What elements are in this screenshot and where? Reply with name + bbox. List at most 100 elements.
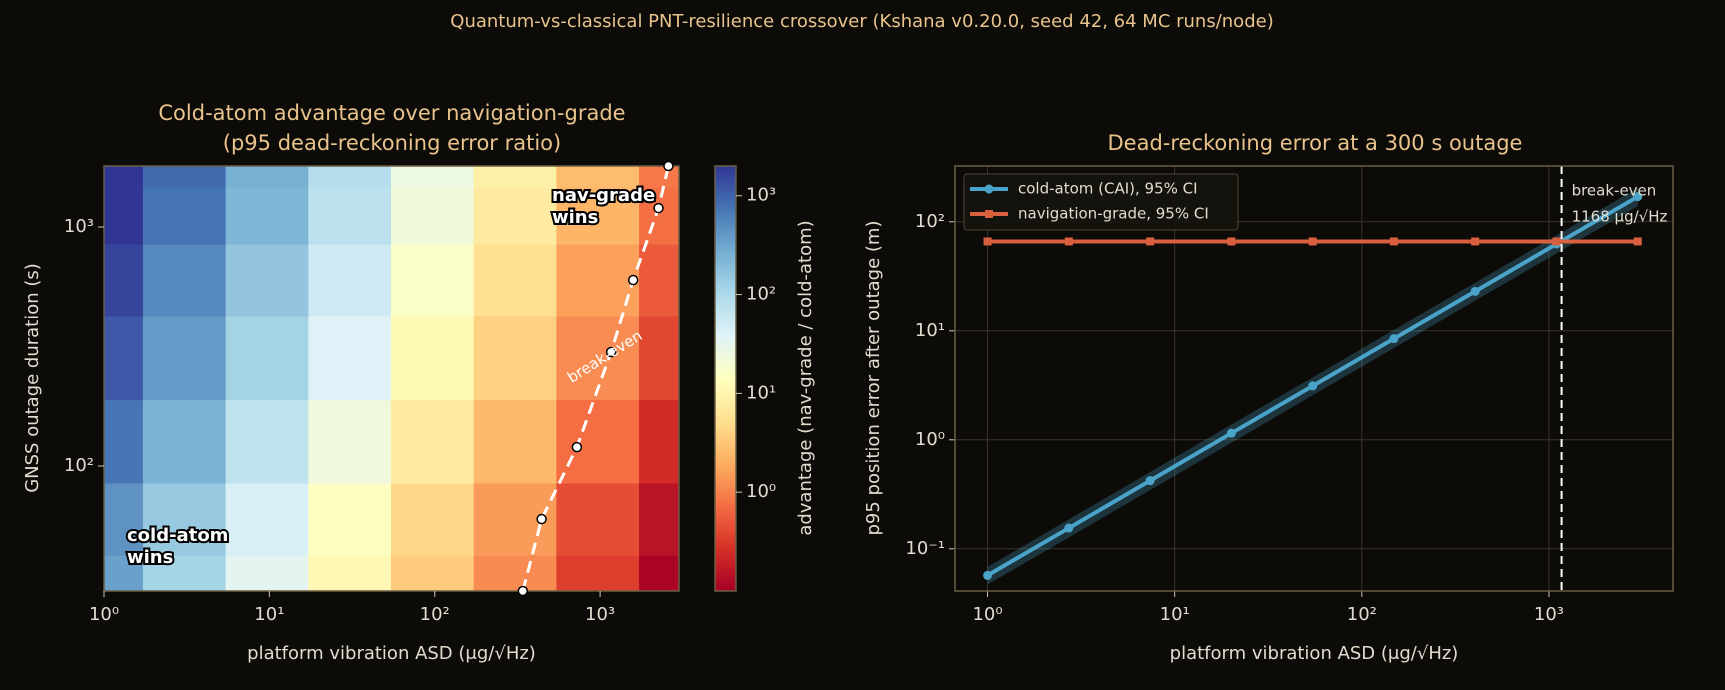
heatmap-cell [639, 186, 680, 245]
heatmap-cell [225, 482, 310, 556]
heatmap-cell [391, 399, 475, 484]
series-marker [1552, 237, 1561, 246]
region-annotation: nav-grade [552, 185, 655, 206]
x-tick-label: 10² [420, 604, 450, 625]
region-annotation: cold-atom [127, 525, 228, 546]
heatmap-cell [639, 554, 680, 592]
series-marker [1389, 334, 1399, 344]
panel-title: Dead-reckoning error at a 300 s outage [1108, 131, 1523, 155]
y-tick-label: 10¹ [915, 320, 945, 341]
figure-title: Quantum-vs-classical PNT-resilience cros… [450, 11, 1273, 32]
break-even-value: 1168 μg/√Hz [1572, 208, 1668, 226]
heatmap-cell [391, 315, 475, 401]
heatmap-cell [225, 315, 310, 401]
heatmap-cell [103, 243, 144, 317]
heatmap-cell [308, 554, 392, 592]
series-marker [1633, 192, 1643, 202]
heatmap-cell [103, 482, 144, 556]
heatmap-cell [225, 399, 310, 484]
series-marker [1226, 428, 1236, 438]
break-even-point [517, 585, 529, 597]
x-axis-label: platform vibration ASD (μg/√Hz) [1170, 643, 1459, 664]
heatmap-cell [473, 165, 558, 188]
legend-box [963, 173, 1239, 231]
colorbar-tick-label: 10² [746, 284, 776, 305]
series-marker [1389, 237, 1398, 246]
y-tick-label: 10³ [64, 216, 94, 237]
x-tick-label: 10⁰ [972, 604, 1002, 625]
x-tick-label: 10³ [585, 604, 615, 625]
panel-title: (p95 dead-reckoning error ratio) [223, 131, 561, 155]
heatmap-cell [639, 243, 680, 317]
x-tick-label: 10² [1347, 604, 1377, 625]
heatmap-cell [103, 315, 144, 401]
heatmap-cell [308, 315, 392, 401]
y-tick-label: 10⁻¹ [905, 538, 945, 559]
heatmap-cell [473, 243, 558, 317]
break-even-point [653, 202, 664, 214]
colorbar-tick-label: 10³ [746, 185, 776, 206]
heatmap-cell [308, 399, 392, 484]
region-annotation: wins [552, 207, 598, 228]
x-tick-label: 10⁰ [89, 604, 119, 625]
heatmap-cell [142, 554, 227, 592]
heatmap-cell [142, 399, 227, 484]
heatmap-cell [225, 186, 310, 245]
heatmap-cell [308, 186, 392, 245]
heatmap-cell [639, 399, 680, 484]
colorbar-tick-label: 10¹ [746, 382, 776, 403]
y-tick-label: 10² [64, 455, 94, 476]
series-marker [1146, 237, 1155, 246]
heatmap-cell [556, 399, 641, 484]
y-axis-label: GNSS outage duration (s) [22, 263, 43, 493]
heatmap-cell [103, 186, 144, 245]
break-even-point [536, 513, 547, 525]
series-marker [1308, 381, 1318, 391]
break-even-point [605, 346, 617, 358]
x-axis-label: platform vibration ASD (μg/√Hz) [247, 643, 536, 664]
heatmap-cell [556, 554, 641, 592]
heatmap-cell [142, 165, 227, 188]
heatmap-cell [473, 315, 558, 401]
heatmap-cell [391, 165, 475, 188]
region-annotation: wins [127, 547, 173, 568]
heatmap-cell [308, 243, 392, 317]
legend-label: cold-atom (CAI), 95% CI [1018, 180, 1198, 198]
heatmap-cell [225, 165, 310, 188]
heatmap-cell [391, 243, 475, 317]
break-even-point [627, 274, 639, 286]
heatmap-cell [556, 165, 641, 188]
heatmap-cell [391, 554, 475, 592]
x-tick-label: 10¹ [1160, 604, 1190, 625]
series-marker [1227, 237, 1236, 246]
heatmap-cell [473, 186, 558, 245]
colorbar-tick-label: 10⁰ [746, 481, 776, 502]
heatmap-cell [103, 399, 144, 484]
y-tick-label: 10⁰ [915, 429, 945, 450]
x-tick-label: 10¹ [254, 604, 284, 625]
colorbar [714, 165, 737, 592]
heatmap-cell [142, 482, 227, 556]
colorbar-label: advantage (nav-grade / cold-atom) [795, 220, 816, 535]
heatmap-cell [391, 186, 475, 245]
legend-marker [985, 210, 993, 218]
series-marker [1470, 286, 1480, 296]
heatmap-cell [556, 243, 641, 317]
heatmap-cell [556, 482, 641, 556]
heatmap-cell [142, 186, 227, 245]
series-marker [1064, 237, 1073, 246]
y-tick-label: 10² [915, 211, 945, 232]
series-marker [1471, 237, 1480, 246]
heatmap-cell [103, 165, 144, 188]
series-marker [983, 237, 992, 246]
heatmap-cell [225, 243, 310, 317]
series-marker [1633, 237, 1642, 246]
series-marker [1145, 476, 1155, 486]
series-marker [1308, 237, 1317, 246]
x-tick-label: 10³ [1534, 604, 1564, 625]
heatmap-cell [142, 243, 227, 317]
heatmap-cell [103, 554, 144, 592]
plot-area [983, 188, 1643, 585]
y-axis-label: p95 position error after outage (m) [863, 221, 884, 536]
